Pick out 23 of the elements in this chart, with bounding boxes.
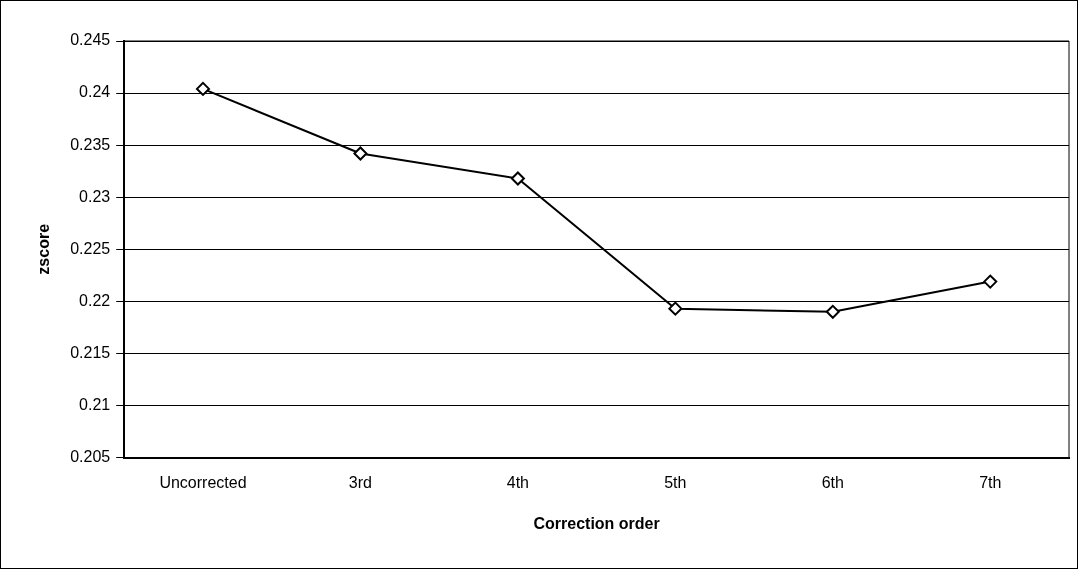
y-tick-label: 0.235	[70, 135, 111, 153]
x-tick-label: Uncorrected	[159, 473, 247, 491]
y-tick-label: 0.245	[70, 31, 111, 49]
point	[353, 146, 368, 161]
point	[825, 304, 840, 319]
x-tick-label: 4th	[506, 473, 530, 491]
y-tick-label: 0.24	[79, 83, 111, 101]
x-tick-label: 7th	[979, 473, 1002, 491]
point	[195, 81, 210, 96]
point	[983, 274, 998, 289]
x-tick-label: 3rd	[348, 473, 372, 491]
x-tick-label: 5th	[664, 473, 687, 491]
y-tick-label: 0.205	[70, 448, 111, 466]
y-tick-label: 0.225	[70, 239, 111, 257]
y-tick-label: 0.23	[79, 187, 111, 205]
x-tick-label: 6th	[821, 473, 844, 491]
y-axis-title: zscore	[35, 223, 53, 275]
point	[510, 171, 525, 186]
point	[668, 301, 683, 316]
y-tick-label: 0.22	[79, 291, 111, 309]
y-tick-label: 0.21	[79, 395, 111, 413]
x-axis-title: Correction order	[533, 514, 660, 532]
y-tick-label: 0.215	[70, 343, 111, 361]
